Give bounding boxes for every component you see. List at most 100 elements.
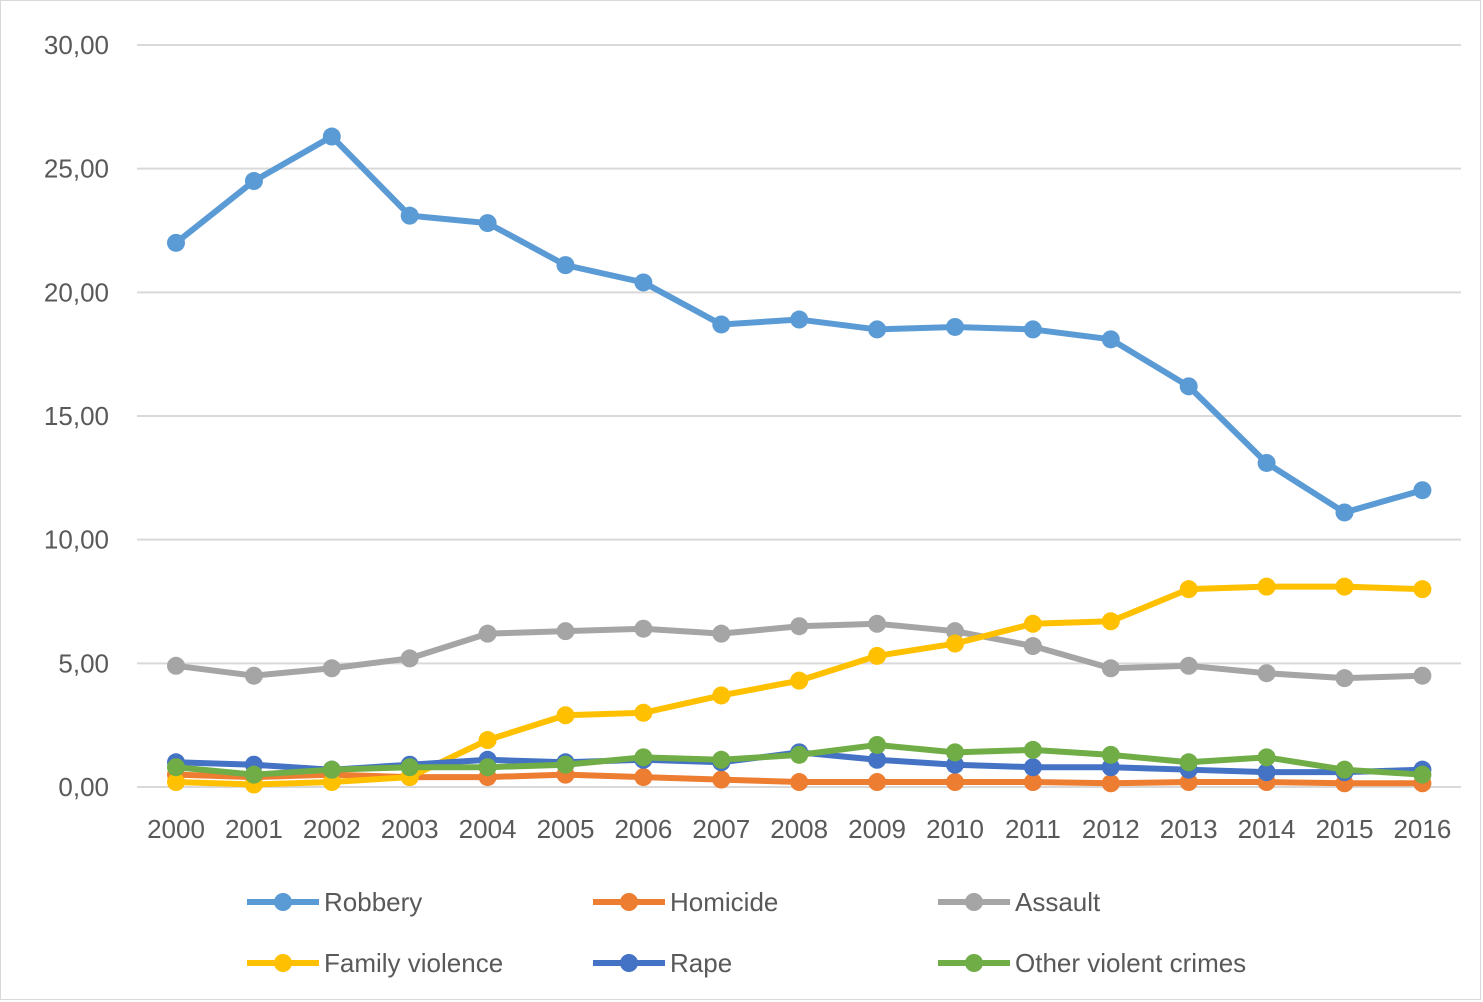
legend-item: Assault <box>938 887 1101 917</box>
x-tick-label: 2011 <box>1005 814 1061 844</box>
x-tick-label: 2016 <box>1393 814 1451 844</box>
data-point <box>322 127 341 146</box>
data-point <box>946 622 964 641</box>
data-point <box>868 320 887 339</box>
legend-label: Family violence <box>324 948 503 978</box>
legend-swatch-marker <box>620 893 638 911</box>
y-tick-label: 15,00 <box>44 401 109 431</box>
legend-label: Assault <box>1015 887 1101 917</box>
data-point <box>556 622 575 641</box>
x-tick-label: 2005 <box>537 814 595 844</box>
data-point <box>946 773 964 792</box>
data-point <box>478 214 497 233</box>
data-point <box>1101 758 1120 777</box>
data-point <box>1023 758 1042 777</box>
legend-item: Homicide <box>593 887 778 917</box>
data-point <box>167 773 185 792</box>
data-point <box>1257 577 1276 596</box>
data-point <box>712 770 731 789</box>
data-point <box>946 755 964 774</box>
y-tick-label: 10,00 <box>44 525 109 555</box>
data-point <box>1179 773 1198 792</box>
y-tick-label: 0,00 <box>58 772 109 802</box>
data-point <box>712 624 731 643</box>
data-point <box>1101 659 1120 678</box>
x-tick-label: 2012 <box>1082 814 1140 844</box>
data-point <box>1257 664 1276 683</box>
x-tick-label: 2015 <box>1316 814 1374 844</box>
series-robbery <box>167 127 1432 522</box>
legend-label: Homicide <box>670 887 778 917</box>
x-tick-label: 2002 <box>303 814 361 844</box>
data-point <box>1101 745 1120 764</box>
x-tick-label: 2007 <box>692 814 750 844</box>
y-axis-ticks: 0,00 5,00 10,00 15,00 20,00 25,00 30,00 <box>44 30 109 802</box>
x-tick-label: 2013 <box>1160 814 1218 844</box>
data-point <box>946 317 964 336</box>
data-point <box>1257 453 1276 472</box>
data-point <box>712 686 731 705</box>
data-point <box>322 659 341 678</box>
data-point <box>244 666 263 685</box>
data-point <box>1179 753 1198 772</box>
data-point <box>712 315 731 334</box>
legend-item: Family violence <box>247 948 503 978</box>
data-point <box>167 656 185 675</box>
legend: Robbery Homicide Assault Family violence Rap… <box>247 887 1246 978</box>
series-other-violent-crimes <box>167 735 1432 784</box>
data-point <box>1101 330 1120 349</box>
x-tick-label: 2010 <box>926 814 984 844</box>
data-point <box>244 172 263 191</box>
data-point <box>634 619 653 638</box>
data-point <box>1023 740 1042 759</box>
data-point <box>868 646 887 665</box>
x-tick-label: 2014 <box>1238 814 1296 844</box>
data-point <box>1179 656 1198 675</box>
data-point <box>478 758 497 777</box>
data-point <box>1335 577 1354 596</box>
data-point <box>1413 765 1432 784</box>
data-point <box>1335 503 1354 522</box>
legend-swatch-marker <box>620 954 638 972</box>
legend-label: Robbery <box>324 887 422 917</box>
data-point <box>1335 760 1354 779</box>
data-point <box>790 310 809 329</box>
x-tick-label: 2004 <box>459 814 517 844</box>
data-point <box>1179 580 1198 599</box>
legend-item: Rape <box>593 948 732 978</box>
data-point <box>868 735 887 754</box>
data-point <box>1101 612 1120 631</box>
data-point <box>1257 763 1276 782</box>
data-point <box>1023 773 1042 792</box>
data-point <box>868 773 887 792</box>
data-point <box>322 773 341 792</box>
x-tick-label: 2001 <box>225 814 283 844</box>
legend-swatch-marker <box>965 954 983 972</box>
legend-swatch-marker <box>274 954 292 972</box>
data-point <box>478 624 497 643</box>
x-tick-label: 2006 <box>614 814 672 844</box>
data-point <box>400 758 419 777</box>
legend-item: Robbery <box>247 887 422 917</box>
series-layer <box>167 127 1432 794</box>
data-point <box>868 614 887 633</box>
data-point <box>1257 748 1276 767</box>
data-point <box>634 703 653 722</box>
data-point <box>167 758 185 777</box>
data-point <box>712 750 731 769</box>
x-tick-label: 2000 <box>147 814 205 844</box>
legend-item: Other violent crimes <box>938 948 1246 978</box>
data-point <box>634 768 653 787</box>
legend-label: Rape <box>670 948 732 978</box>
y-tick-label: 30,00 <box>44 30 109 60</box>
data-point <box>478 731 497 750</box>
data-point <box>946 743 964 762</box>
legend-swatch-marker <box>965 893 983 911</box>
data-point <box>868 750 887 769</box>
series-assault <box>167 614 1432 688</box>
data-point <box>1101 774 1120 793</box>
data-point <box>556 755 575 774</box>
x-axis-ticks: 2000 2001 2002 2003 2004 2005 2006 2007 2008 2009… <box>147 814 1451 844</box>
